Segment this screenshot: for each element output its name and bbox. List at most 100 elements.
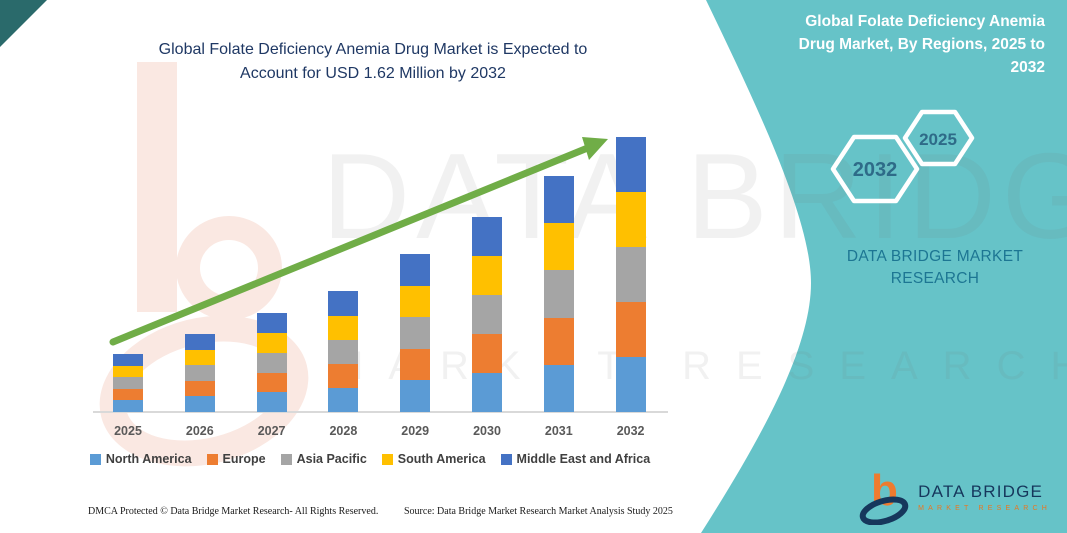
bar-segment — [184, 365, 215, 381]
x-axis-label: 2028 — [329, 424, 358, 438]
panel-title: Global Folate Deficiency Anemia Drug Mar… — [745, 10, 1045, 79]
bar-segment — [256, 392, 287, 412]
bar-segment — [400, 317, 431, 349]
bar-segment — [256, 333, 287, 353]
bar-segment — [472, 333, 502, 373]
legend-swatch — [280, 453, 292, 465]
panel-title-line1: Global Folate Deficiency Anemia — [805, 13, 1045, 30]
bar-segment — [328, 339, 359, 364]
bar-segment — [400, 285, 431, 318]
legend-item: Middle East and Africa — [500, 452, 651, 466]
year-hexagons: 2032 2025 — [830, 109, 975, 204]
x-axis-line — [93, 411, 668, 413]
legend-label: South America — [397, 452, 486, 466]
stacked-bar-2028 — [328, 291, 359, 412]
legend-label: North America — [105, 452, 192, 466]
stacked-bar-2030 — [472, 216, 502, 412]
svg-text:b: b — [871, 469, 898, 515]
bar-segment — [328, 387, 359, 412]
legend-label: Europe — [222, 452, 266, 466]
databridge-logo-icon: b — [859, 469, 909, 525]
hexagon-2032-label: 2032 — [853, 159, 898, 181]
legend-swatch — [500, 453, 512, 465]
bar-segment — [256, 372, 287, 393]
footer-source: Source: Data Bridge Market Research Mark… — [404, 506, 673, 517]
bar-segment — [543, 223, 574, 271]
bar-segment — [328, 315, 359, 340]
bar-segment — [328, 363, 359, 388]
bar-segment — [256, 352, 287, 373]
x-axis-label: 2026 — [185, 424, 214, 438]
bar-segment — [472, 294, 502, 334]
stacked-bar-2032 — [615, 136, 646, 412]
corner-triangle-decoration — [0, 0, 47, 47]
legend-swatch — [381, 453, 393, 465]
x-axis-label: 2025 — [114, 424, 142, 438]
footer-copyright: DMCA Protected © Data Bridge Market Rese… — [88, 506, 379, 517]
bar-segment — [184, 380, 215, 397]
bar-segment — [184, 333, 215, 350]
databridge-logo-text: DATA BRIDGE MARKET RESEARCH — [918, 482, 1051, 512]
legend-item: South America — [381, 452, 486, 466]
bar-segment — [543, 364, 574, 412]
bar-segment — [543, 317, 574, 365]
panel-title-line2: Drug Market, By Regions, 2025 to — [798, 36, 1045, 53]
stacked-bar-2029 — [400, 253, 431, 412]
pink-logo-watermark-stem — [137, 62, 177, 312]
bar-segment — [615, 356, 646, 412]
bar-segment — [256, 313, 287, 334]
hexagon-2032 — [830, 134, 920, 204]
bar-segment — [113, 365, 143, 378]
legend-swatch — [206, 453, 218, 465]
chart-legend: North America Europe Asia Pacific South Ame… — [60, 452, 680, 466]
stacked-bar-2027 — [256, 313, 287, 412]
x-axis-label: 2031 — [544, 424, 573, 438]
legend-item: Europe — [206, 452, 266, 466]
logo-subtitle: MARKET RESEARCH — [918, 505, 1051, 512]
bar-segment — [615, 191, 646, 247]
stacked-bar-2025 — [113, 354, 143, 412]
teal-panel-shape — [701, 0, 1067, 533]
databridge-logo: b DATA BRIDGE MARKET RESEARCH — [859, 469, 1051, 525]
bar-segment — [113, 377, 143, 389]
stacked-bar-2031 — [543, 175, 574, 412]
chart-title-line2: Account for USD 1.62 Million by 2032 — [240, 65, 506, 82]
x-axis-label: 2029 — [401, 424, 430, 438]
hexagon-2025 — [902, 109, 975, 167]
bar-segment — [543, 270, 574, 318]
bar-segment — [113, 354, 143, 366]
bar-segment — [113, 400, 143, 412]
bar-segment — [184, 396, 215, 412]
legend-item: Asia Pacific — [280, 452, 367, 466]
bar-segment — [472, 372, 502, 412]
bar-segment — [184, 349, 215, 366]
chart-title: Global Folate Deficiency Anemia Drug Mar… — [83, 38, 663, 86]
bar-segment — [472, 255, 502, 295]
logo-name: DATA BRIDGE — [918, 482, 1044, 501]
chart-title-line1: Global Folate Deficiency Anemia Drug Mar… — [158, 41, 588, 58]
panel-brand-line2: RESEARCH — [890, 270, 980, 287]
bar-segment — [400, 380, 431, 412]
x-axis-label: 2032 — [616, 424, 645, 438]
bar-segment — [400, 348, 431, 381]
bar-segment — [615, 301, 646, 357]
x-axis-label: 2027 — [257, 424, 286, 438]
legend-swatch — [89, 453, 101, 465]
panel-brand-line1: DATA BRIDGE MARKET — [846, 248, 1024, 265]
trend-arrow — [109, 137, 608, 346]
bar-segment — [113, 388, 143, 401]
x-axis-label: 2030 — [473, 424, 501, 438]
bar-segment — [615, 246, 646, 302]
panel-brand-text: DATA BRIDGE MARKET RESEARCH — [818, 246, 1052, 290]
bar-segment — [400, 253, 431, 286]
legend-label: Asia Pacific — [296, 452, 367, 466]
legend-label: Middle East and Africa — [516, 452, 651, 466]
panel-title-line3: 2032 — [1010, 59, 1045, 76]
legend-item: North America — [89, 452, 192, 466]
stacked-bar-2026 — [184, 333, 215, 412]
bar-segment — [543, 175, 574, 223]
bar-segment — [615, 136, 646, 192]
